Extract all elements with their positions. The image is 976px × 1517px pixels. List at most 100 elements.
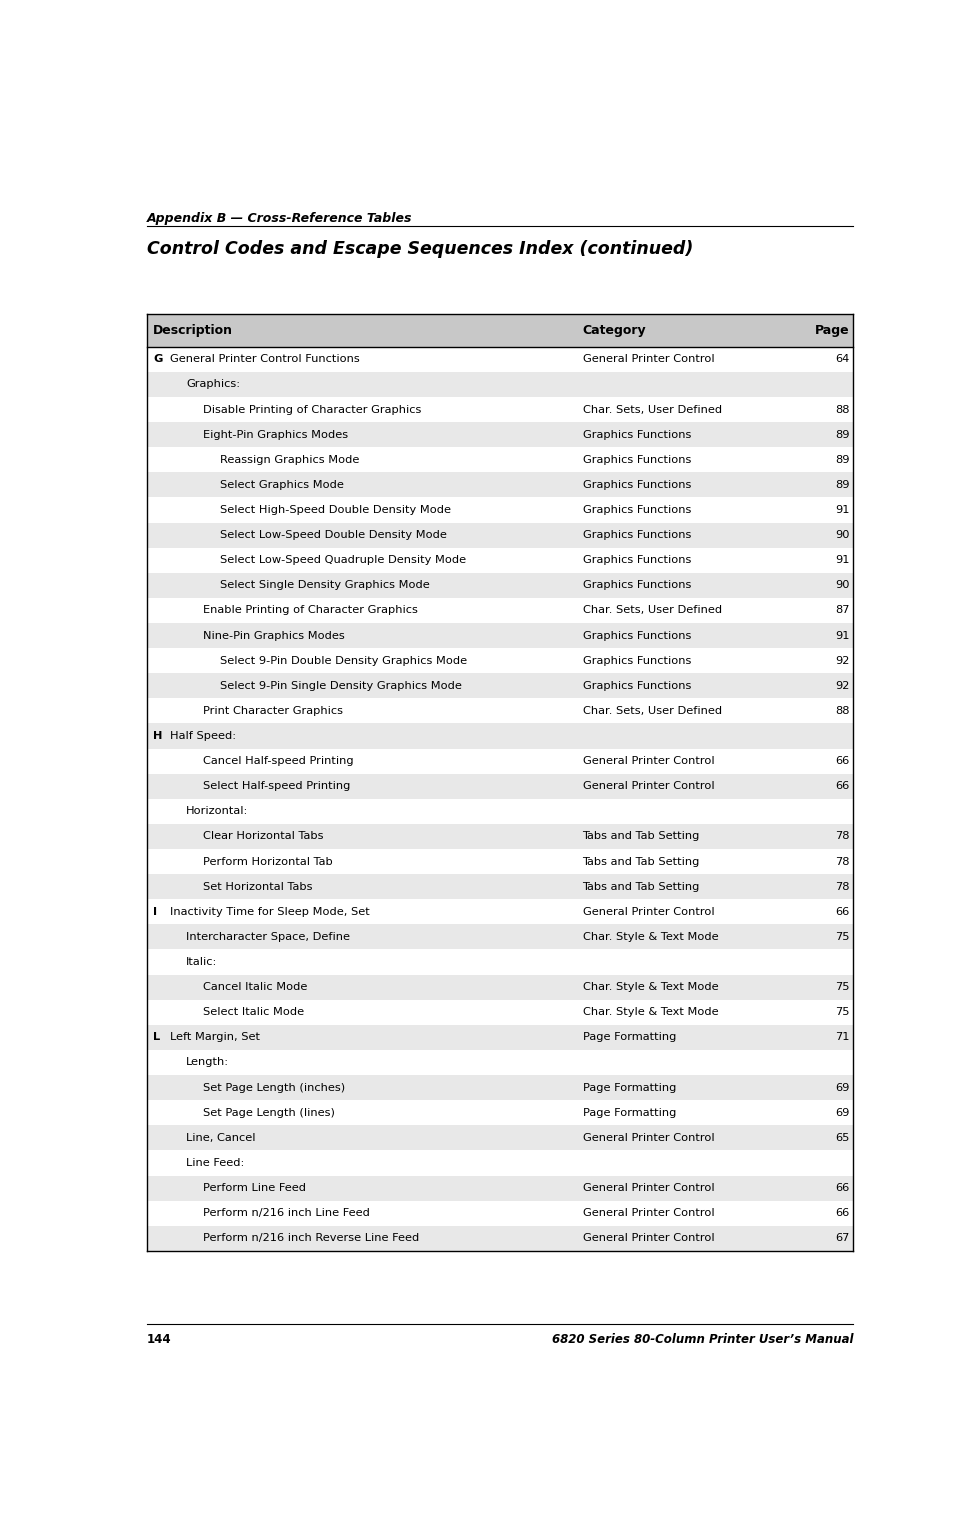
Text: 69: 69	[835, 1083, 850, 1092]
Text: Char. Sets, User Defined: Char. Sets, User Defined	[583, 605, 721, 616]
Text: 91: 91	[835, 505, 850, 514]
Bar	[147, 1076, 853, 1100]
Text: Graphics:: Graphics:	[186, 379, 240, 390]
Bar	[147, 1000, 853, 1025]
Text: Cancel Italic Mode: Cancel Italic Mode	[203, 981, 307, 992]
Text: 75: 75	[835, 981, 850, 992]
Bar	[147, 1200, 853, 1226]
Text: Page: Page	[815, 325, 850, 337]
Text: Italic:: Italic:	[186, 957, 218, 966]
Bar	[147, 448, 853, 472]
Text: Graphics Functions: Graphics Functions	[583, 429, 691, 440]
Text: Select Half-speed Printing: Select Half-speed Printing	[203, 781, 350, 792]
Text: L: L	[153, 1033, 160, 1042]
Bar	[147, 774, 853, 799]
Bar	[147, 974, 853, 1000]
Text: H: H	[153, 731, 162, 740]
Bar	[147, 522, 853, 548]
Text: Enable Printing of Character Graphics: Enable Printing of Character Graphics	[203, 605, 418, 616]
Text: Half Speed:: Half Speed:	[170, 731, 236, 740]
Bar	[147, 674, 853, 698]
Text: 75: 75	[835, 931, 850, 942]
Bar	[147, 314, 853, 347]
Bar	[147, 598, 853, 623]
Bar	[147, 1176, 853, 1200]
Text: Disable Printing of Character Graphics: Disable Printing of Character Graphics	[203, 405, 422, 414]
Text: Clear Horizontal Tabs: Clear Horizontal Tabs	[203, 831, 323, 842]
Text: Graphics Functions: Graphics Functions	[583, 681, 691, 690]
Text: Page Formatting: Page Formatting	[583, 1083, 676, 1092]
Bar	[147, 1150, 853, 1176]
Text: General Printer Control: General Printer Control	[583, 1208, 714, 1218]
Text: 92: 92	[835, 655, 850, 666]
Bar	[147, 422, 853, 448]
Bar	[147, 874, 853, 900]
Text: Tabs and Tab Setting: Tabs and Tab Setting	[583, 881, 700, 892]
Text: 66: 66	[835, 1208, 850, 1218]
Text: Page Formatting: Page Formatting	[583, 1033, 676, 1042]
Text: General Printer Control: General Printer Control	[583, 1133, 714, 1142]
Bar	[147, 1050, 853, 1076]
Text: 6820 Series 80-Column Printer User’s Manual: 6820 Series 80-Column Printer User’s Man…	[552, 1332, 853, 1346]
Text: 92: 92	[835, 681, 850, 690]
Text: I: I	[153, 907, 157, 916]
Text: Length:: Length:	[186, 1057, 229, 1068]
Text: Perform Horizontal Tab: Perform Horizontal Tab	[203, 857, 333, 866]
Text: 90: 90	[835, 529, 850, 540]
Bar	[147, 573, 853, 598]
Bar	[147, 472, 853, 498]
Text: Select Low-Speed Quadruple Density Mode: Select Low-Speed Quadruple Density Mode	[220, 555, 466, 566]
Bar	[147, 950, 853, 974]
Text: General Printer Control Functions: General Printer Control Functions	[170, 355, 359, 364]
Text: General Printer Control: General Printer Control	[583, 781, 714, 792]
Text: Graphics Functions: Graphics Functions	[583, 479, 691, 490]
Text: 66: 66	[835, 1183, 850, 1192]
Bar	[147, 623, 853, 648]
Text: Graphics Functions: Graphics Functions	[583, 529, 691, 540]
Text: Set Page Length (lines): Set Page Length (lines)	[203, 1107, 335, 1118]
Text: General Printer Control: General Printer Control	[583, 755, 714, 766]
Bar	[147, 799, 853, 824]
Text: 64: 64	[835, 355, 850, 364]
Bar	[147, 850, 853, 874]
Bar	[147, 397, 853, 422]
Bar	[147, 347, 853, 372]
Text: General Printer Control: General Printer Control	[583, 355, 714, 364]
Text: General Printer Control: General Printer Control	[583, 1183, 714, 1192]
Text: Graphics Functions: Graphics Functions	[583, 505, 691, 514]
Text: Page Formatting: Page Formatting	[583, 1107, 676, 1118]
Text: Inactivity Time for Sleep Mode, Set: Inactivity Time for Sleep Mode, Set	[170, 907, 369, 916]
Text: Graphics Functions: Graphics Functions	[583, 455, 691, 464]
Text: Print Character Graphics: Print Character Graphics	[203, 705, 343, 716]
Text: 89: 89	[835, 429, 850, 440]
Text: Graphics Functions: Graphics Functions	[583, 555, 691, 566]
Text: Horizontal:: Horizontal:	[186, 807, 249, 816]
Text: Reassign Graphics Mode: Reassign Graphics Mode	[220, 455, 359, 464]
Text: Select 9-Pin Single Density Graphics Mode: Select 9-Pin Single Density Graphics Mod…	[220, 681, 462, 690]
Text: Select Low-Speed Double Density Mode: Select Low-Speed Double Density Mode	[220, 529, 446, 540]
Text: Select 9-Pin Double Density Graphics Mode: Select 9-Pin Double Density Graphics Mod…	[220, 655, 467, 666]
Bar	[147, 1226, 853, 1252]
Text: Perform Line Feed: Perform Line Feed	[203, 1183, 305, 1192]
Text: Graphics Functions: Graphics Functions	[583, 631, 691, 640]
Bar	[147, 548, 853, 573]
Text: Appendix B — Cross-Reference Tables: Appendix B — Cross-Reference Tables	[147, 212, 413, 226]
Text: 66: 66	[835, 755, 850, 766]
Text: Char. Style & Text Mode: Char. Style & Text Mode	[583, 1007, 718, 1018]
Text: Cancel Half-speed Printing: Cancel Half-speed Printing	[203, 755, 353, 766]
Text: Category: Category	[583, 325, 646, 337]
Text: 78: 78	[835, 857, 850, 866]
Text: 89: 89	[835, 455, 850, 464]
Text: Tabs and Tab Setting: Tabs and Tab Setting	[583, 857, 700, 866]
Text: Select High-Speed Double Density Mode: Select High-Speed Double Density Mode	[220, 505, 451, 514]
Text: Char. Style & Text Mode: Char. Style & Text Mode	[583, 981, 718, 992]
Text: Select Italic Mode: Select Italic Mode	[203, 1007, 305, 1018]
Text: Tabs and Tab Setting: Tabs and Tab Setting	[583, 831, 700, 842]
Text: Char. Sets, User Defined: Char. Sets, User Defined	[583, 705, 721, 716]
Text: Select Single Density Graphics Mode: Select Single Density Graphics Mode	[220, 581, 429, 590]
Text: 71: 71	[835, 1033, 850, 1042]
Bar	[147, 748, 853, 774]
Bar	[147, 372, 853, 397]
Text: 87: 87	[835, 605, 850, 616]
Text: Control Codes and Escape Sequences Index (continued): Control Codes and Escape Sequences Index…	[147, 241, 693, 258]
